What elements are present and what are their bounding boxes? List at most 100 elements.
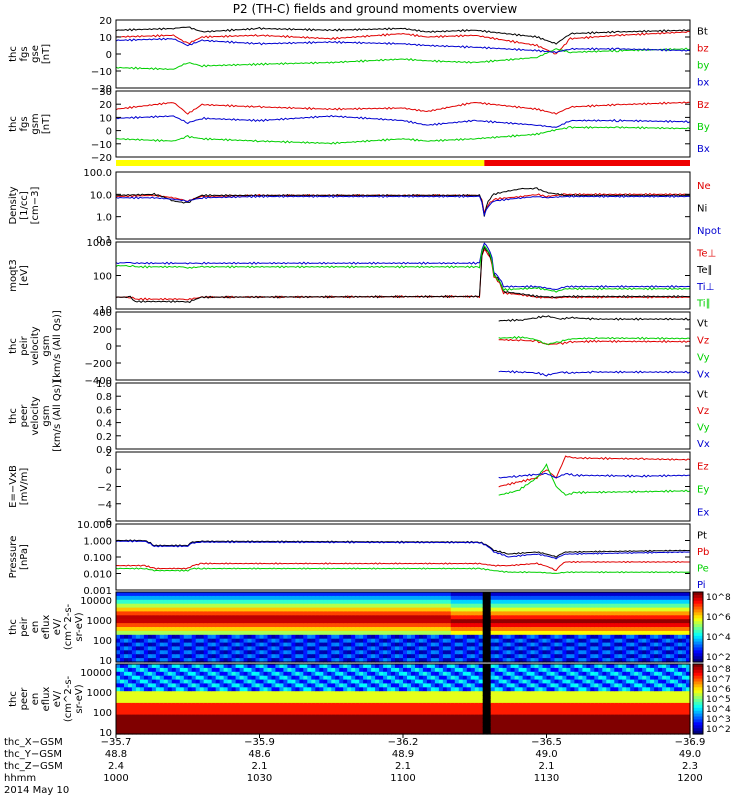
spec-cell bbox=[527, 635, 532, 640]
spec-cell bbox=[439, 687, 444, 692]
spec-cell bbox=[327, 615, 332, 620]
spec-cell bbox=[355, 718, 360, 723]
spec-cell bbox=[275, 631, 280, 636]
spec-cell bbox=[140, 722, 145, 727]
spec-cell bbox=[407, 726, 412, 731]
spec-cell bbox=[120, 646, 125, 651]
spec-cell bbox=[208, 687, 213, 692]
series-Ez bbox=[499, 456, 690, 487]
spec-cell bbox=[535, 676, 540, 681]
spec-cell bbox=[375, 707, 380, 712]
spec-cell bbox=[555, 627, 560, 632]
spec-cell bbox=[120, 668, 125, 673]
spec-cell bbox=[590, 627, 595, 632]
spec-cell bbox=[379, 611, 384, 616]
spec-cell bbox=[610, 592, 615, 597]
spec-cell bbox=[192, 695, 197, 700]
spec-cell bbox=[363, 615, 368, 620]
spec-cell bbox=[523, 668, 528, 673]
spec-cell bbox=[507, 668, 512, 673]
spec-cell bbox=[148, 726, 153, 731]
spec-cell bbox=[662, 650, 667, 655]
series-Bx bbox=[116, 116, 690, 128]
spec-cell bbox=[499, 707, 504, 712]
spec-cell bbox=[319, 627, 324, 632]
spec-cell bbox=[555, 707, 560, 712]
spec-cell bbox=[363, 672, 368, 677]
spec-cell bbox=[606, 639, 611, 644]
spec-cell bbox=[264, 650, 269, 655]
spec-cell bbox=[594, 611, 599, 616]
spec-cell bbox=[407, 592, 412, 597]
spec-cell bbox=[152, 722, 157, 727]
spec-cell bbox=[339, 639, 344, 644]
spec-cell bbox=[307, 604, 312, 609]
spec-cell bbox=[268, 718, 273, 723]
spec-cell bbox=[383, 699, 388, 704]
spec-cell bbox=[363, 676, 368, 681]
spec-cell bbox=[650, 627, 655, 632]
spec-cell bbox=[351, 691, 356, 696]
spec-cell bbox=[562, 650, 567, 655]
spec-cell bbox=[327, 650, 332, 655]
spec-cell bbox=[208, 695, 213, 700]
spec-cell bbox=[164, 703, 169, 708]
spec-cell bbox=[323, 623, 328, 628]
spec-cell bbox=[132, 703, 137, 708]
ylabel: thc bbox=[8, 116, 19, 132]
spec-cell bbox=[371, 615, 376, 620]
spec-cell bbox=[132, 615, 137, 620]
spec-cell bbox=[471, 703, 476, 708]
spec-cell bbox=[252, 703, 257, 708]
spec-cell bbox=[327, 726, 332, 731]
spec-cell bbox=[323, 600, 328, 605]
spec-cell bbox=[423, 623, 428, 628]
spec-cell bbox=[343, 611, 348, 616]
spec-cell bbox=[176, 687, 181, 692]
spec-cell bbox=[196, 639, 201, 644]
spec-cell bbox=[228, 623, 233, 628]
spec-cell bbox=[256, 664, 261, 669]
spec-cell bbox=[543, 639, 548, 644]
spec-cell bbox=[116, 604, 121, 609]
spec-cell bbox=[411, 676, 416, 681]
spec-cell bbox=[630, 639, 635, 644]
spec-cell bbox=[363, 654, 368, 659]
spec-cell bbox=[471, 668, 476, 673]
spec-cell bbox=[622, 596, 627, 601]
spec-cell bbox=[124, 627, 129, 632]
spec-cell bbox=[180, 596, 185, 601]
spec-cell bbox=[658, 615, 663, 620]
ytick-label: 1.0 bbox=[96, 379, 112, 390]
spec-cell bbox=[295, 726, 300, 731]
spec-cell bbox=[256, 687, 261, 692]
spec-cell bbox=[527, 699, 532, 704]
spec-cell bbox=[602, 631, 607, 636]
spec-cell bbox=[252, 664, 257, 669]
spec-cell bbox=[204, 699, 209, 704]
spec-cell bbox=[196, 596, 201, 601]
spec-cell bbox=[347, 596, 352, 601]
spec-cell bbox=[351, 650, 356, 655]
spec-cell bbox=[395, 683, 400, 688]
spec-cell bbox=[319, 611, 324, 616]
spec-cell bbox=[423, 596, 428, 601]
spec-cell bbox=[495, 711, 500, 716]
spec-cell bbox=[403, 635, 408, 640]
spec-cell bbox=[566, 699, 571, 704]
spec-cell bbox=[527, 676, 532, 681]
spec-cell bbox=[399, 654, 404, 659]
spec-cell bbox=[323, 699, 328, 704]
spec-cell bbox=[431, 711, 436, 716]
spec-cell bbox=[204, 619, 209, 624]
spec-cell bbox=[303, 615, 308, 620]
spec-cell bbox=[268, 635, 273, 640]
spec-cell bbox=[252, 699, 257, 704]
spec-cell bbox=[172, 668, 177, 673]
spec-cell bbox=[626, 631, 631, 636]
spec-cell bbox=[252, 627, 257, 632]
spec-cell bbox=[451, 635, 456, 640]
spec-cell bbox=[479, 600, 484, 605]
spec-cell bbox=[347, 604, 352, 609]
spec-cell bbox=[379, 703, 384, 708]
